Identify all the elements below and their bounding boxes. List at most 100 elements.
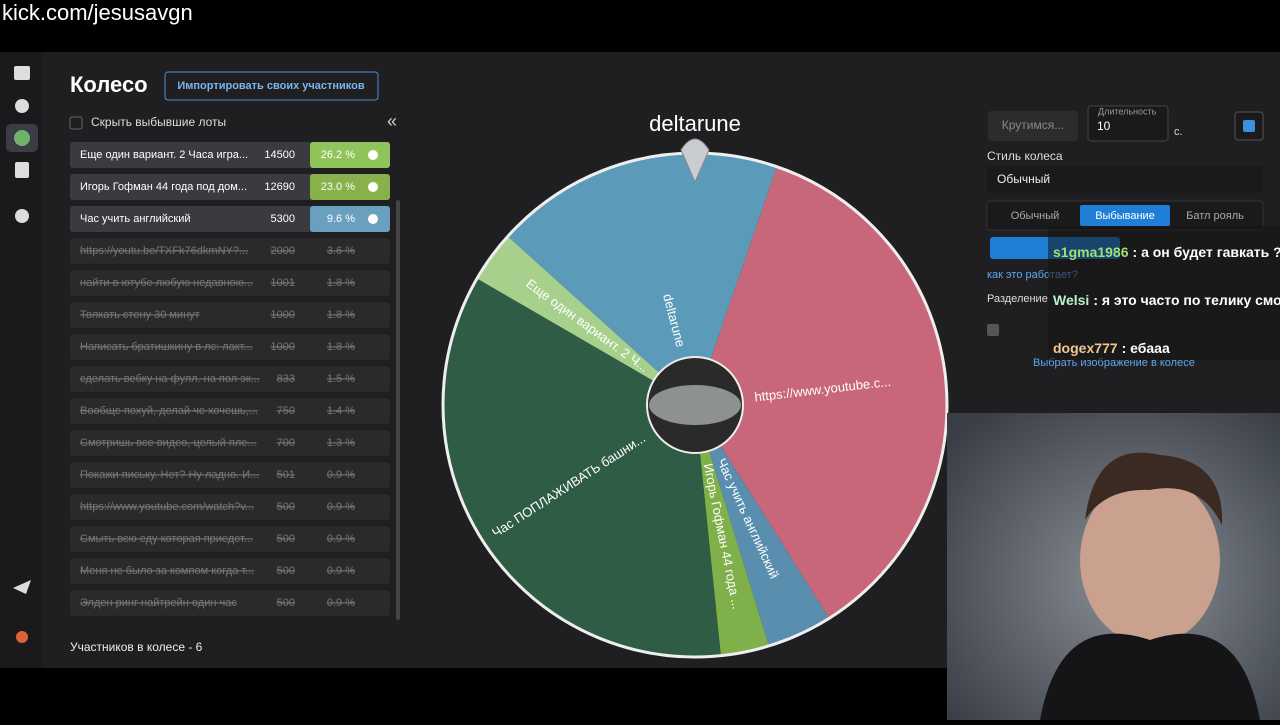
style-select[interactable] [987, 166, 1263, 193]
lot-amount: 500 [277, 533, 295, 545]
row-bg [70, 558, 390, 584]
duration-value: 10 [1097, 119, 1111, 133]
chat-text: : ебааа [1122, 340, 1170, 356]
wheel-segment [477, 236, 695, 405]
row-icon[interactable] [368, 182, 378, 192]
duration-input[interactable] [1087, 105, 1169, 142]
lot-row[interactable]: Вообще похуй, делай че хочешь,... 750 1.4 … [70, 398, 390, 424]
lot-name: Смыть всю еду которая приедет... [80, 533, 253, 545]
lot-row[interactable]: Толкать стену 30 минут 1000 1.8 % [70, 302, 390, 328]
row-bg [70, 430, 390, 456]
row-icon[interactable] [368, 214, 378, 224]
page-title: Колесо [70, 72, 148, 97]
lot-row[interactable]: Покажи письку. Нет? Ну ладно. И... 501 0.9… [70, 462, 390, 488]
lot-amount: 833 [277, 373, 295, 385]
icon-auction[interactable] [14, 66, 30, 80]
lot-amount: 501 [277, 469, 295, 481]
chat-user: s1gma1986 [1053, 244, 1129, 260]
row-bg [70, 270, 390, 296]
lot-name: Написать братишкину в лс: лакт... [80, 341, 253, 353]
style-tab[interactable]: Выбывание [1095, 210, 1155, 222]
lot-row[interactable]: Игорь Гофман 44 года под дом... 12690 23.0… [70, 174, 390, 200]
lot-percent: 0.9 % [327, 469, 355, 481]
pointer [680, 138, 710, 184]
lot-percent: 26.2 % [321, 149, 355, 161]
lot-amount: 5300 [271, 213, 295, 225]
lot-amount: 2000 [271, 245, 295, 257]
lot-amount: 500 [277, 597, 295, 609]
lot-percent: 1.4 % [327, 405, 355, 417]
lot-percent: 1.8 % [327, 341, 355, 353]
duration-label: Длительность [1098, 106, 1157, 116]
lot-name: Еще один вариант. 2 Часа игра... [80, 149, 248, 161]
webcam-shirt [1040, 633, 1260, 720]
random-org-checkbox[interactable] [987, 324, 999, 336]
lot-row[interactable]: Написать братишкину в лс: лакт... 1000 1.8… [70, 334, 390, 360]
icon-telegram[interactable] [13, 580, 31, 594]
hide-checkbox[interactable] [69, 116, 83, 130]
lot-row[interactable]: Меня не было за компом когда т... 500 0.9 … [70, 558, 390, 584]
scrollbar [396, 200, 400, 620]
lot-name: найти в ютубе любую недавною... [80, 277, 253, 289]
sidebar-icons [6, 66, 38, 643]
lot-percent: 0.9 % [327, 533, 355, 545]
chat-text: : я это часто по телику смотрел в детств… [1093, 292, 1280, 308]
lot-row[interactable]: https://www.youtube.com/watch?v... 500 0.9… [70, 494, 390, 520]
lot-name: Покажи письку. Нет? Ну ладно. И... [80, 469, 259, 481]
icon-help[interactable] [15, 209, 29, 223]
lot-name: https://youtu.be/TXFk76dkmNY?... [80, 245, 248, 257]
row-icon[interactable] [368, 150, 378, 160]
wheel-segment [695, 405, 769, 656]
lot-percent: 9.6 % [327, 213, 355, 225]
lot-name: https://www.youtube.com/watch?v... [80, 501, 254, 513]
lot-amount: 14500 [264, 149, 295, 161]
winner-label: deltarune [649, 111, 741, 136]
row-bg [70, 334, 390, 360]
wheel-segment [507, 153, 777, 405]
spin-button[interactable] [988, 111, 1078, 141]
lot-amount: 1000 [271, 341, 295, 353]
row-bg [70, 302, 390, 328]
lot-row[interactable]: Час учить английский 5300 9.6 % [70, 206, 390, 232]
row-color [310, 142, 390, 168]
hide-checkbox-label: Скрыть выбывшие лоты [91, 115, 226, 129]
lot-amount: 12690 [264, 181, 295, 193]
lot-row[interactable]: сделать вебку на фулл. на пол эк... 833 1.… [70, 366, 390, 392]
collapse-button[interactable]: « [387, 111, 397, 131]
lot-list: Еще один вариант. 2 Часа игра... 14500 26.… [70, 142, 390, 616]
row-bg [70, 462, 390, 488]
duration-unit: с. [1174, 126, 1183, 138]
lot-amount: 1001 [271, 277, 295, 289]
hub-image [649, 385, 741, 425]
lot-row[interactable]: https://youtu.be/TXFk76dkmNY?... 2000 3.6 … [70, 238, 390, 264]
icon-settings[interactable] [15, 99, 29, 113]
lot-row[interactable]: найти в ютубе любую недавною... 1001 1.8 % [70, 270, 390, 296]
stream-url: kick.com/jesusavgn [2, 0, 193, 25]
lot-name: Игорь Гофман 44 года под дом... [80, 181, 247, 193]
lot-name: Час учить английский [80, 213, 190, 225]
lot-row[interactable]: Еще один вариант. 2 Часа игра... 14500 26.… [70, 142, 390, 168]
style-tab[interactable]: Батл рояль [1186, 210, 1244, 222]
row-color [310, 174, 390, 200]
row-bg [70, 238, 390, 264]
webcam-hair [1085, 452, 1223, 525]
icon-clipboard[interactable] [15, 162, 29, 178]
dice-icon [1243, 120, 1255, 132]
lot-row[interactable]: Элден ринг найтрейн один час 500 0.9 % [70, 590, 390, 616]
chat-user: Welsi [1053, 292, 1089, 308]
stream-bar [0, 0, 1280, 50]
chat: s1gma1986: а он будет гавкать ? Welsi: я … [1053, 244, 1280, 356]
lot-row[interactable]: Смыть всю еду которая приедет... 500 0.9 % [70, 526, 390, 552]
split-label: Разделение [987, 293, 1048, 305]
lot-row[interactable]: Смотришь все видео, целый пле... 700 1.3 % [70, 430, 390, 456]
style-tab[interactable]: Обычный [1011, 210, 1060, 222]
lot-name: Меня не было за компом когда т... [80, 565, 254, 577]
lot-amount: 750 [277, 405, 295, 417]
import-button[interactable] [164, 71, 379, 101]
icon-b[interactable] [16, 631, 28, 643]
row-color [310, 206, 390, 232]
chat-text: : а он будет гавкать ? [1133, 244, 1280, 260]
